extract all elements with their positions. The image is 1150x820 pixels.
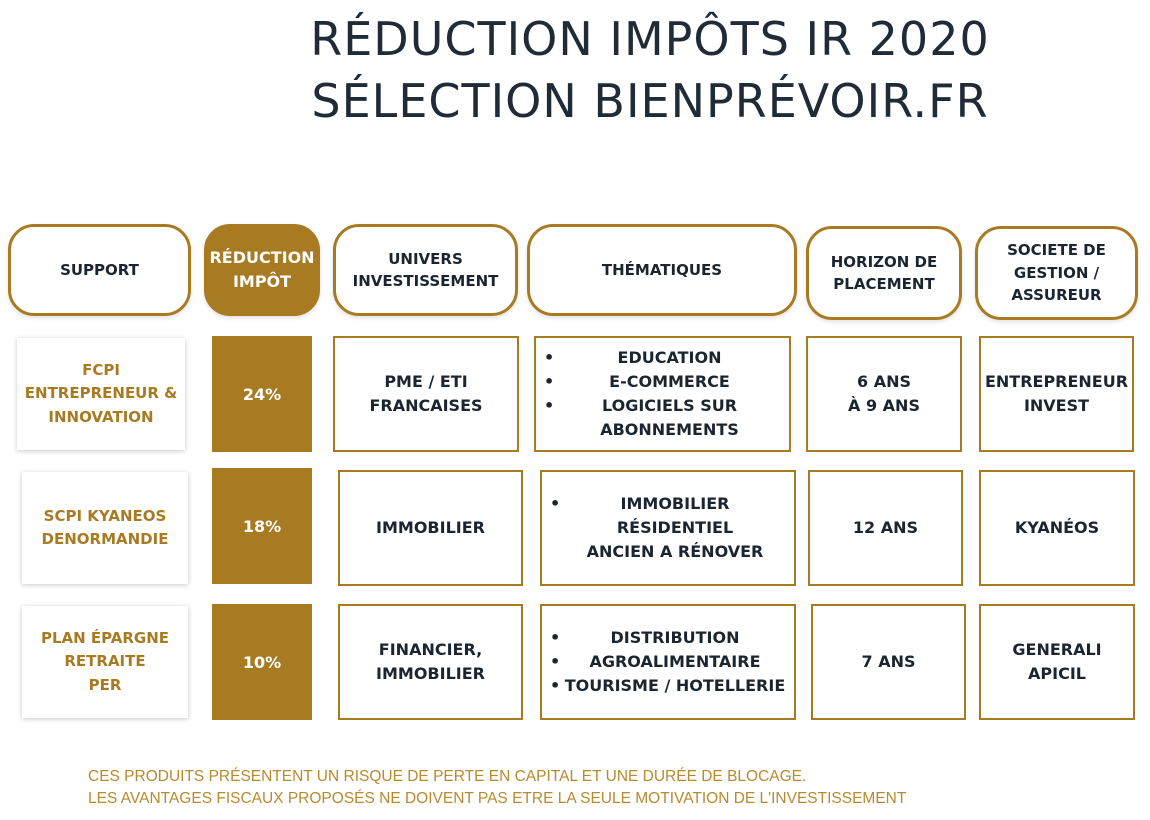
table-row-support: SCPI KYANEOS DENORMANDIE bbox=[22, 472, 188, 584]
societe-line: ENTREPRENEUR bbox=[984, 372, 1129, 391]
list-item: • IMMOBILIER RÉSIDENTIEL ANCIEN A RÉNOVE… bbox=[550, 492, 786, 564]
thematique-line: DISTRIBUTION bbox=[610, 628, 740, 647]
header-horizon: HORIZON DE PLACEMENT bbox=[806, 226, 962, 320]
header-reduction: RÉDUCTION IMPÔT bbox=[204, 224, 320, 316]
table-row-univers: FINANCIER, IMMOBILIER bbox=[338, 604, 523, 720]
header-reduction-line: RÉDUCTION bbox=[209, 248, 315, 267]
thematique-line: LOGICIELS SUR bbox=[601, 396, 738, 415]
header-horizon-line: PLACEMENT bbox=[833, 275, 935, 293]
header-support: SUPPORT bbox=[8, 224, 191, 316]
list-item: • E-COMMERCE bbox=[544, 370, 781, 394]
list-item: • TOURISME / HOTELLERIE bbox=[550, 674, 786, 698]
bullet: • bbox=[544, 372, 555, 391]
table-row-univers: PME / ETI FRANCAISES bbox=[333, 336, 519, 452]
page-title-line-2: SÉLECTION BIENPRÉVOIR.FR bbox=[311, 74, 989, 128]
univers-line: PME / ETI bbox=[384, 372, 468, 391]
header-thematiques-line: THÉMATIQUES bbox=[601, 260, 723, 279]
horizon-line: 6 ANS bbox=[856, 372, 911, 391]
thematique-line: IMMOBILIER RÉSIDENTIEL bbox=[616, 494, 734, 537]
table-row-support: FCPI ENTREPRENEUR & INNOVATION bbox=[17, 338, 185, 450]
thematiques-list: • IMMOBILIER RÉSIDENTIEL ANCIEN A RÉNOVE… bbox=[542, 492, 794, 564]
support-line: PLAN ÉPARGNE bbox=[40, 629, 170, 648]
header-univers-line: UNIVERS bbox=[388, 249, 463, 268]
table-row-support: PLAN ÉPARGNE RETRAITE PER bbox=[22, 606, 188, 718]
disclaimer: CES PRODUITS PRÉSENTENT UN RISQUE DE PER… bbox=[88, 766, 906, 809]
horizon-line: 7 ANS bbox=[861, 652, 916, 671]
header-societe-line: GESTION / bbox=[1013, 263, 1100, 282]
thematique-line: ABONNEMENTS bbox=[600, 420, 739, 439]
table-row-thematiques: • EDUCATION • E-COMMERCE • LOGICIELS SUR… bbox=[534, 336, 791, 452]
table-row-societe: GENERALI APICIL bbox=[979, 604, 1135, 720]
disclaimer-line-2: LES AVANTAGES FISCAUX PROPOSÉS NE DOIVEN… bbox=[88, 789, 907, 807]
support-line: SCPI KYANEOS bbox=[43, 506, 167, 525]
univers-line: IMMOBILIER bbox=[376, 664, 485, 683]
thematiques-list: • EDUCATION • E-COMMERCE • LOGICIELS SUR… bbox=[536, 346, 789, 442]
support-line: FCPI bbox=[82, 361, 120, 380]
societe-line: KYANÉOS bbox=[1014, 518, 1100, 537]
disclaimer-line-1: CES PRODUITS PRÉSENTENT UN RISQUE DE PER… bbox=[88, 768, 807, 785]
support-line: RETRAITE bbox=[64, 652, 146, 671]
support-line: INNOVATION bbox=[48, 407, 154, 426]
support-line: PER bbox=[88, 675, 122, 694]
table-row-societe: ENTREPRENEUR INVEST bbox=[979, 336, 1134, 452]
support-line: ENTREPRENEUR & bbox=[24, 384, 178, 403]
table-row-reduction: 10% bbox=[212, 604, 312, 720]
table-row-thematiques: • DISTRIBUTION • AGROALIMENTAIRE • TOURI… bbox=[540, 604, 796, 720]
support-line: DENORMANDIE bbox=[41, 530, 169, 548]
page-title-line-1: RÉDUCTION IMPÔTS IR 2020 bbox=[310, 12, 990, 66]
bullet: • bbox=[550, 494, 561, 513]
thematique-line: EDUCATION bbox=[617, 348, 722, 367]
bullet: • bbox=[544, 348, 555, 367]
horizon-line: À 9 ANS bbox=[848, 396, 920, 415]
table-row-reduction: 24% bbox=[212, 336, 312, 452]
thematique-line: E-COMMERCE bbox=[609, 372, 730, 391]
table-row-societe: KYANÉOS bbox=[979, 470, 1135, 586]
header-thematiques: THÉMATIQUES bbox=[527, 224, 797, 316]
table-row-univers: IMMOBILIER bbox=[338, 470, 523, 586]
list-item: • DISTRIBUTION bbox=[550, 626, 786, 650]
societe-line: APICIL bbox=[1028, 664, 1086, 683]
table-row-horizon: 12 ANS bbox=[808, 470, 963, 586]
header-reduction-line: IMPÔT bbox=[232, 272, 292, 291]
bullet: • bbox=[544, 396, 555, 415]
header-societe-line: ASSUREUR bbox=[1011, 286, 1102, 305]
thematique-line: ANCIEN A RÉNOVER bbox=[586, 542, 764, 561]
societe-line: GENERALI bbox=[1012, 640, 1102, 659]
list-item: • LOGICIELS SUR ABONNEMENTS bbox=[544, 394, 781, 442]
univers-line: FRANCAISES bbox=[369, 396, 483, 415]
thematiques-list: • DISTRIBUTION • AGROALIMENTAIRE • TOURI… bbox=[542, 626, 794, 698]
table-row-thematiques: • IMMOBILIER RÉSIDENTIEL ANCIEN A RÉNOVE… bbox=[540, 470, 796, 586]
header-societe-line: SOCIETE DE bbox=[1007, 241, 1106, 260]
bullet: • bbox=[550, 676, 561, 695]
header-univers: UNIVERS INVESTISSEMENT bbox=[333, 224, 518, 316]
header-support-line: SUPPORT bbox=[60, 260, 139, 279]
header-societe: SOCIETE DE GESTION / ASSUREUR bbox=[975, 226, 1138, 320]
header-univers-line: INVESTISSEMENT bbox=[352, 272, 499, 290]
bullet: • bbox=[550, 652, 561, 671]
bullet: • bbox=[550, 628, 561, 647]
univers-line: IMMOBILIER bbox=[376, 518, 485, 537]
thematique-line: TOURISME / HOTELLERIE bbox=[564, 676, 786, 695]
list-item: • AGROALIMENTAIRE bbox=[550, 650, 786, 674]
table-row-reduction: 18% bbox=[212, 468, 312, 584]
horizon-line: 12 ANS bbox=[852, 518, 919, 537]
table-row-horizon: 7 ANS bbox=[811, 604, 966, 720]
univers-line: FINANCIER, bbox=[378, 640, 483, 659]
table-row-horizon: 6 ANS À 9 ANS bbox=[806, 336, 962, 452]
header-horizon-line: HORIZON DE bbox=[830, 252, 938, 271]
list-item: • EDUCATION bbox=[544, 346, 781, 370]
societe-line: INVEST bbox=[1023, 396, 1090, 415]
thematique-line: AGROALIMENTAIRE bbox=[589, 652, 761, 671]
